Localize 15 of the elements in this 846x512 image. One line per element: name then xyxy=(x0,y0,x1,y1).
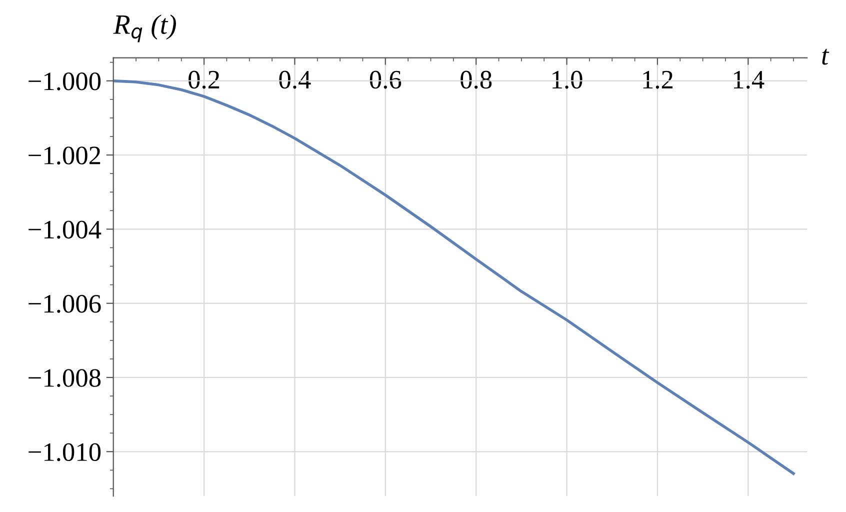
x-tick-label: 1.0 xyxy=(552,70,582,89)
y-tick-label: −1.006 xyxy=(28,294,101,313)
x-tick-label: 0.2 xyxy=(188,70,220,89)
y-tick-label: −1.008 xyxy=(28,369,101,388)
y-tick-label: −1.002 xyxy=(28,146,100,165)
x-tick-label: 1.4 xyxy=(734,70,764,89)
y-tick-label: −1.010 xyxy=(28,443,101,462)
y-axis-title: R$_{q}$ (t) xyxy=(113,14,176,42)
x-tick-label: 0.4 xyxy=(279,70,311,89)
x-tick-label: 0.8 xyxy=(460,70,492,89)
x-tick-label: 0.6 xyxy=(370,70,402,89)
y-tick-label: −1.004 xyxy=(28,220,102,239)
y-tick-label: −1.000 xyxy=(28,72,101,90)
x-tick-label: 1.2 xyxy=(643,70,672,89)
x-axis-title: t xyxy=(822,48,830,65)
